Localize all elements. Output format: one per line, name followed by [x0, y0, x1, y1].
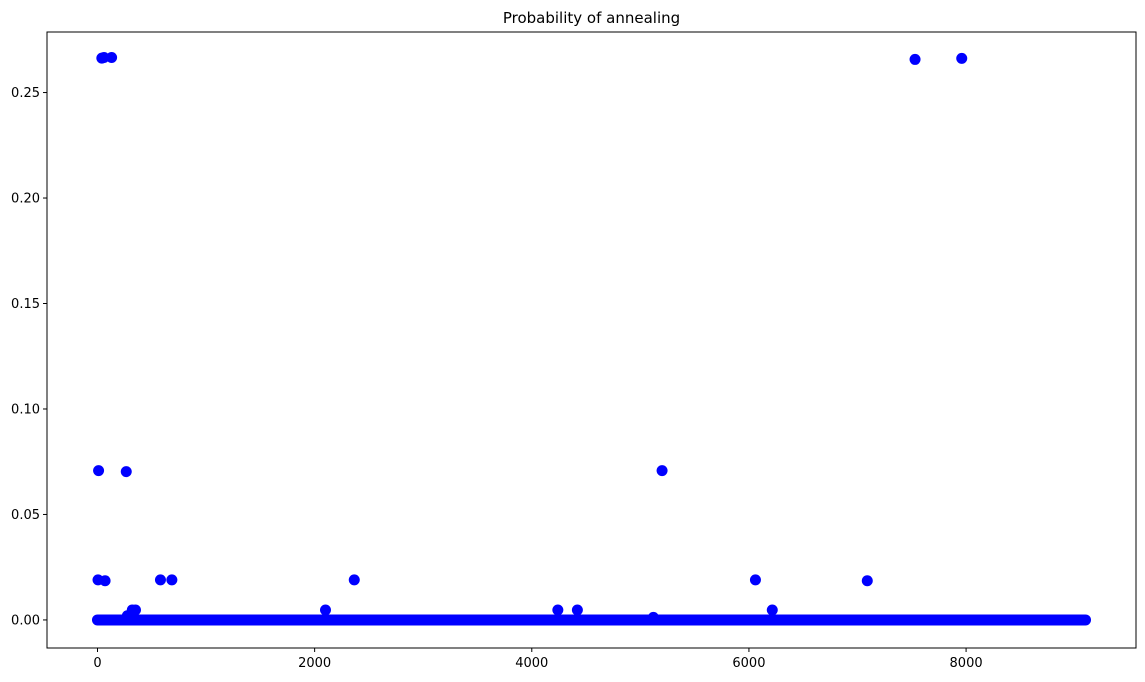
data-point: [766, 604, 778, 616]
data-point: [348, 574, 360, 586]
data-point: [99, 575, 111, 587]
data-point: [319, 604, 331, 616]
data-point: [120, 466, 132, 478]
y-tick-label: 0.15: [11, 297, 40, 312]
data-point: [129, 604, 141, 616]
y-tick-label: 0.05: [11, 508, 40, 523]
data-point: [98, 52, 110, 64]
x-tick-label: 8000: [950, 656, 983, 671]
data-point: [909, 53, 921, 65]
data-point: [749, 574, 761, 586]
plot-frame: [46, 31, 1137, 649]
data-point: [154, 574, 166, 586]
data-point: [656, 465, 668, 477]
x-tick-label: 6000: [732, 656, 765, 671]
data-point: [106, 52, 118, 64]
y-tick-label: 0.10: [11, 402, 40, 417]
data-point: [93, 465, 105, 477]
x-tick-label: 2000: [298, 656, 331, 671]
scatter-points: [92, 52, 968, 623]
data-point: [861, 575, 873, 587]
x-tick-label: 0: [93, 656, 101, 671]
y-tick-label: 0.00: [11, 613, 40, 628]
y-tick-label: 0.20: [11, 192, 40, 207]
data-point: [552, 604, 564, 616]
x-axis: 0 2000 4000 6000 8000: [93, 648, 983, 671]
data-point: [647, 611, 659, 623]
y-axis: 0.00 0.05 0.10 0.15 0.20 0.25: [11, 86, 47, 628]
data-point: [956, 52, 968, 64]
chart-title: Probability of annealing: [503, 9, 680, 27]
x-tick-label: 4000: [515, 656, 548, 671]
data-point: [121, 610, 133, 622]
data-point: [571, 604, 583, 616]
data-point: [166, 574, 178, 586]
y-tick-label: 0.25: [11, 86, 40, 101]
